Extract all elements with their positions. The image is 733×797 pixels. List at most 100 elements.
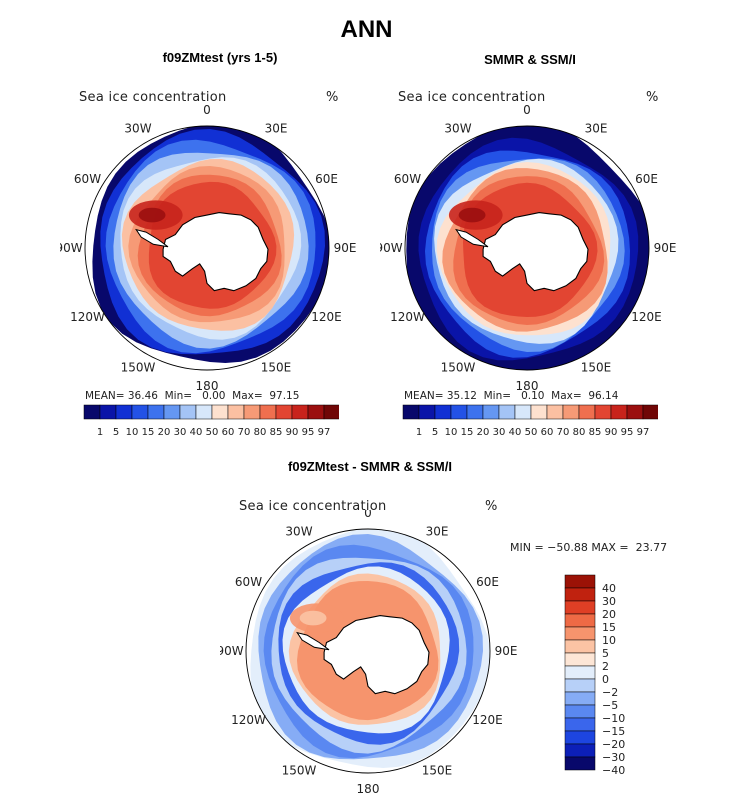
- units-label-model: %: [326, 90, 339, 105]
- panel-title-diff: f09ZMtest - SMMR & SSM/I: [288, 459, 452, 474]
- variable-label-diff: Sea ice concentration: [239, 499, 387, 514]
- colorbar-tick-label: 10: [126, 427, 139, 438]
- lon-label-90e: 90E: [334, 241, 357, 255]
- colorbar-swatch: [564, 613, 596, 628]
- colorbar-tick-label: 2: [602, 660, 609, 673]
- lon-label-120w: 120W: [390, 310, 425, 324]
- colorbar-tick-label: 90: [286, 427, 299, 438]
- colorbar-swatch: [578, 404, 596, 420]
- colorbar-swatch: [83, 404, 101, 420]
- colorbar-tick-label: 70: [557, 427, 570, 438]
- colorbar-tick-label: −30: [602, 751, 625, 764]
- lon-label-90e: 90E: [654, 241, 677, 255]
- max-value: 97.15: [269, 390, 300, 402]
- colorbar-swatch: [562, 404, 580, 420]
- colorbar-swatch: [626, 404, 644, 420]
- colorbar-tick-label: 97: [318, 427, 331, 438]
- variable-label-obs: Sea ice concentration: [398, 90, 546, 105]
- colorbar-swatch: [115, 404, 133, 420]
- colorbar-swatch: [323, 404, 339, 420]
- colorbar-swatch: [564, 626, 596, 641]
- colorbar-tick-label: 40: [602, 582, 616, 595]
- colorbar-swatch: [434, 404, 452, 420]
- lon-label-60e: 60E: [315, 172, 338, 186]
- lon-label-30e: 30E: [265, 122, 288, 136]
- colorbar-swatch: [307, 404, 325, 420]
- colorbar-swatch: [514, 404, 532, 420]
- min-value: 0.10: [521, 390, 545, 402]
- colorbar-swatch: [564, 600, 596, 615]
- units-label-diff: %: [485, 499, 498, 514]
- colorbar-tick-label: −40: [602, 764, 625, 777]
- colorbar-swatch: [163, 404, 181, 420]
- colorbar-swatch: [450, 404, 468, 420]
- colorbar-swatch: [243, 404, 261, 420]
- polar-map-obs: 0 30E 60E 90E 120E 150E 180 150W 120W 90W 60W 30W: [380, 103, 677, 390]
- colorbar-swatch: [466, 404, 484, 420]
- colorbar-swatch: [179, 404, 197, 420]
- colorbar-tick-label: −15: [602, 725, 625, 738]
- colorbar-swatch: [564, 717, 596, 732]
- stats-obs: MEAN= 35.12 Min= 0.10 Max= 96.14: [404, 390, 618, 402]
- colorbar-swatch: [564, 639, 596, 654]
- lon-label-60w: 60W: [394, 172, 421, 186]
- colorbar-tick-label: 10: [445, 427, 458, 438]
- lon-label-180: 180: [196, 379, 219, 390]
- colorbar-tick-label: 0: [602, 673, 609, 686]
- colorbar-model: 1 5 10 15 20 30 40 50 60 70 80 85 90 95 97: [83, 404, 339, 438]
- colorbar-tick-label: 85: [270, 427, 283, 438]
- colorbar-swatch: [147, 404, 165, 420]
- colorbar-swatch: [642, 404, 658, 420]
- colorbar-tick-label: 50: [206, 427, 219, 438]
- lon-label-90e: 90E: [495, 644, 518, 658]
- colorbar-swatch: [227, 404, 245, 420]
- colorbar-swatch: [594, 404, 612, 420]
- colorbar-tick-label: 1: [97, 427, 103, 438]
- max-label: Max=: [551, 390, 582, 402]
- colorbar-swatch: [259, 404, 277, 420]
- max-label: Max=: [232, 390, 263, 402]
- colorbar-swatch: [564, 678, 596, 693]
- colorbar-tick-label: 30: [493, 427, 506, 438]
- lon-label-0: 0: [364, 510, 372, 520]
- colorbar-swatch: [211, 404, 229, 420]
- colorbar-swatch: [564, 704, 596, 719]
- colorbar-tick-label: 30: [602, 595, 616, 608]
- colorbar-tick-label: 60: [222, 427, 235, 438]
- polar-map-model: 0 30E 60E 90E 120E 150E 180 150W 120W 90W 60W 30W: [60, 103, 357, 390]
- panel-title-model: f09ZMtest (yrs 1-5): [162, 50, 278, 65]
- colorbar-tick-label: 15: [461, 427, 474, 438]
- lon-label-120w: 120W: [231, 713, 266, 727]
- lon-label-60e: 60E: [635, 172, 658, 186]
- lon-label-90w: 90W: [220, 644, 244, 658]
- colorbar-swatch: [546, 404, 564, 420]
- colorbar-tick-label: 30: [174, 427, 187, 438]
- colorbar-tick-label: 15: [142, 427, 155, 438]
- colorbar-swatch: [564, 574, 596, 589]
- lon-label-180: 180: [516, 379, 539, 390]
- colorbar-tick-label: 50: [525, 427, 538, 438]
- colorbar-tick-label: 5: [113, 427, 119, 438]
- min-label: Min=: [164, 390, 193, 402]
- lon-label-150w: 150W: [282, 764, 317, 778]
- colorbar-tick-label: 90: [605, 427, 618, 438]
- colorbar-tick-label: 10: [602, 634, 616, 647]
- lon-label-120e: 120E: [472, 713, 503, 727]
- main-title: ANN: [340, 16, 393, 43]
- lon-label-150w: 150W: [441, 361, 476, 375]
- colorbar-swatch: [530, 404, 548, 420]
- colorbar-tick-label: −10: [602, 712, 625, 725]
- stats-diff: MIN = −50.88 MAX = 23.77: [510, 541, 668, 554]
- colorbar-swatch: [482, 404, 500, 420]
- colorbar-swatch: [131, 404, 149, 420]
- colorbar-tick-label: −20: [602, 738, 625, 751]
- colorbar-tick-label: 70: [238, 427, 251, 438]
- polar-map-diff: 0 30E 60E 90E 120E 150E 180 150W 120W 90W 60W 30W: [220, 510, 518, 796]
- colorbar-swatch: [402, 404, 420, 420]
- colorbar-tick-label: 80: [254, 427, 267, 438]
- colorbar-tick-label: −2: [602, 686, 618, 699]
- colorbar-swatch: [195, 404, 213, 420]
- min-label: Min=: [483, 390, 512, 402]
- units-label-obs: %: [646, 90, 659, 105]
